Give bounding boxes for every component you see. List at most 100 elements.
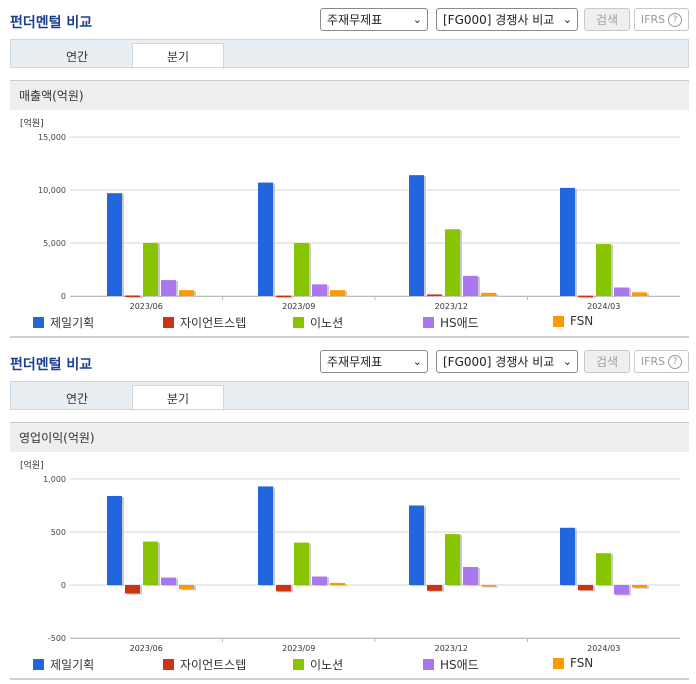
bar-2023/12-제일기획[interactable] xyxy=(409,505,424,586)
bar-2023/06-FSN[interactable] xyxy=(179,585,194,590)
legend-swatch xyxy=(553,315,564,327)
legend-item[interactable]: 이노션 xyxy=(293,656,343,673)
bar-2024/03-이노션[interactable] xyxy=(596,553,611,585)
bar-2023/06-FSN[interactable] xyxy=(179,290,194,296)
tab-quarter[interactable]: 분기 xyxy=(132,385,224,411)
metric-header: 매출액(억원) xyxy=(10,80,689,110)
bar-2023/06-HS애드[interactable] xyxy=(161,280,176,296)
bar-2023/06-이노션[interactable] xyxy=(143,541,158,585)
tab-divider xyxy=(10,67,689,68)
statement-select[interactable]: 주재무제표 ⌄ xyxy=(320,350,428,373)
bar-2024/03-HS애드[interactable] xyxy=(614,585,629,595)
search-button[interactable]: 검색 xyxy=(584,350,630,373)
legend-item[interactable]: FSN xyxy=(553,314,593,328)
chevron-down-icon: ⌄ xyxy=(562,355,572,368)
bar-2023/12-이노션[interactable] xyxy=(445,229,460,296)
bar-2023/09-FSN[interactable] xyxy=(330,290,345,296)
legend-swatch xyxy=(163,317,174,328)
legend-item[interactable]: HS애드 xyxy=(423,656,479,673)
y-tick-label: 15,000 xyxy=(38,133,66,142)
bar-2023/09-자이언트스텝[interactable] xyxy=(276,295,291,298)
legend-swatch xyxy=(423,659,434,670)
bar-2024/03-HS애드[interactable] xyxy=(614,287,629,296)
tab-annual[interactable]: 연간 xyxy=(65,391,89,406)
compare-select-value: [FG000] 경쟁사 비교 xyxy=(443,13,555,27)
y-tick-label: 0 xyxy=(61,581,66,590)
help-icon: ? xyxy=(668,354,683,369)
legend-swatch xyxy=(33,659,44,670)
bar-2023/06-이노션[interactable] xyxy=(143,243,158,296)
bar-2023/12-HS애드[interactable] xyxy=(463,566,478,585)
bar-2023/09-FSN[interactable] xyxy=(330,582,345,585)
bar-2023/06-HS애드[interactable] xyxy=(161,577,176,585)
y-tick-label: 0 xyxy=(61,292,66,301)
tab-annual[interactable]: 연간 xyxy=(65,49,89,64)
bar-2023/09-제일기획[interactable] xyxy=(258,486,273,585)
bar-2023/09-HS애드[interactable] xyxy=(312,576,327,585)
bar-2024/03-제일기획[interactable] xyxy=(560,187,575,296)
y-tick-label: -500 xyxy=(48,634,66,643)
bar-2023/12-FSN[interactable] xyxy=(481,292,496,296)
legend-label: FSN xyxy=(570,656,594,670)
x-tick-label: 2023/06 xyxy=(130,644,163,652)
statement-select[interactable]: 주재무제표 ⌄ xyxy=(320,8,428,31)
x-tick-label: 2023/12 xyxy=(435,302,468,310)
compare-select[interactable]: [FG000] 경쟁사 비교 ⌄ xyxy=(436,350,578,373)
bar-2024/03-자이언트스텝[interactable] xyxy=(578,585,593,591)
bar-2023/12-이노션[interactable] xyxy=(445,534,460,585)
bar-2023/06-자이언트스텝[interactable] xyxy=(125,585,140,594)
ifrs-label: IFRS xyxy=(640,13,666,26)
tab-divider xyxy=(10,409,689,410)
legend-item[interactable]: 제일기획 xyxy=(33,656,94,673)
bar-2024/03-자이언트스텝[interactable] xyxy=(578,295,593,298)
legend-item[interactable]: HS애드 xyxy=(423,314,479,331)
x-tick-label: 2023/12 xyxy=(435,644,468,652)
bar-2024/03-제일기획[interactable] xyxy=(560,527,575,585)
bar-2023/09-자이언트스텝[interactable] xyxy=(276,585,291,592)
bar-2023/12-자이언트스텝[interactable] xyxy=(427,585,442,591)
compare-select-value: [FG000] 경쟁사 비교 xyxy=(443,355,555,369)
panel-divider xyxy=(10,336,689,338)
chart-legend: 제일기획 자이언트스텝 이노션 HS애드 FSN xyxy=(33,656,673,673)
bar-2023/06-제일기획[interactable] xyxy=(107,193,122,296)
bar-2024/03-FSN[interactable] xyxy=(632,585,647,588)
chevron-down-icon: ⌄ xyxy=(412,355,422,368)
bar-2023/09-이노션[interactable] xyxy=(294,542,309,585)
chart-legend: 제일기획 자이언트스텝 이노션 HS애드 FSN xyxy=(33,314,673,331)
legend-item[interactable]: 제일기획 xyxy=(33,314,94,331)
compare-select[interactable]: [FG000] 경쟁사 비교 ⌄ xyxy=(436,8,578,31)
bar-2023/09-이노션[interactable] xyxy=(294,243,309,296)
bar-shadow xyxy=(580,296,595,299)
legend-item[interactable]: 자이언트스텝 xyxy=(163,314,246,331)
bar-2023/06-제일기획[interactable] xyxy=(107,495,122,585)
bar-2024/03-FSN[interactable] xyxy=(632,292,647,296)
legend-swatch xyxy=(163,659,174,670)
ifrs-button[interactable]: IFRS ? xyxy=(634,8,689,31)
statement-select-value: 주재무제표 xyxy=(327,13,383,27)
legend-item[interactable]: FSN xyxy=(553,656,593,670)
tab-quarter[interactable]: 분기 xyxy=(132,43,224,69)
bar-2023/06-자이언트스텝[interactable] xyxy=(125,295,140,297)
help-icon: ? xyxy=(668,12,683,27)
fundamental-panel-operating-profit: 펀더멘털 비교 주재무제표 ⌄ [FG000] 경쟁사 비교 ⌄ 검색 IFRS… xyxy=(0,342,696,684)
legend-label: FSN xyxy=(570,314,594,328)
bar-2023/09-제일기획[interactable] xyxy=(258,182,273,296)
bar-2023/12-FSN[interactable] xyxy=(481,585,496,587)
legend-item[interactable]: 이노션 xyxy=(293,314,343,331)
bar-2023/09-HS애드[interactable] xyxy=(312,284,327,296)
bar-2023/12-제일기획[interactable] xyxy=(409,175,424,296)
period-tabs: 연간 분기 xyxy=(10,39,689,69)
operating-profit-bar-chart: [억원] -500 0 500 1,000 2023/06 2023/09 2023/12 20… xyxy=(20,459,680,652)
search-button[interactable]: 검색 xyxy=(584,8,630,31)
metric-label: 영업이익(억원) xyxy=(19,431,95,445)
legend-label: 제일기획 xyxy=(50,316,95,330)
legend-item[interactable]: 자이언트스텝 xyxy=(163,656,246,673)
y-tick-label: 1,000 xyxy=(43,475,66,484)
bar-2024/03-이노션[interactable] xyxy=(596,244,611,296)
y-tick-label: 500 xyxy=(51,528,66,537)
metric-label: 매출액(억원) xyxy=(19,89,84,103)
revenue-bar-chart: [억원] 0 5,000 10,000 15,000 2023/06 2023/09 2023… xyxy=(20,117,680,310)
bar-2023/12-자이언트스텝[interactable] xyxy=(427,294,442,296)
bar-2023/12-HS애드[interactable] xyxy=(463,275,478,296)
ifrs-button[interactable]: IFRS ? xyxy=(634,350,689,373)
